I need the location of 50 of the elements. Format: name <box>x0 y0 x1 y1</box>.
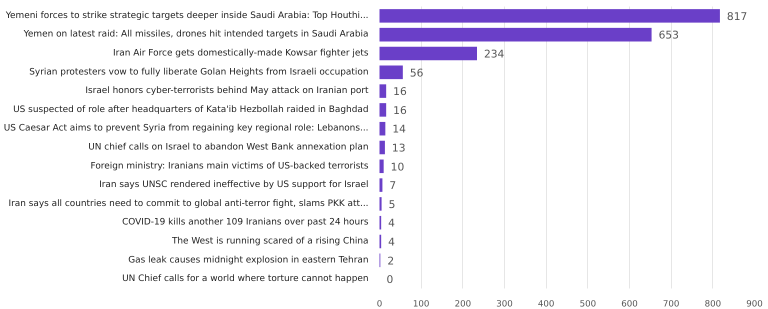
bar <box>380 103 386 117</box>
y-tick-label: Iran says all countries need to commit to global anti-terror fight, slams PKK att... <box>8 198 368 209</box>
y-tick-label: COVID-19 kills another 109 Iranians over past 24 hours <box>122 218 369 228</box>
data-label: 56 <box>410 66 424 80</box>
y-tick-label: Yemen on latest raid: All missiles, drones hit intended targets in Saudi Arabia <box>22 30 369 40</box>
x-tick-label: 500 <box>580 300 596 309</box>
data-label: 14 <box>392 122 406 136</box>
y-tick-label: Syrian protesters vow to fully liberate Golan Heights from Israeli occupation <box>29 67 369 78</box>
data-label: 817 <box>726 10 748 23</box>
bar <box>380 140 385 154</box>
bar <box>380 178 382 192</box>
data-label: 653 <box>658 28 679 42</box>
data-label: 2 <box>387 254 394 268</box>
data-label: 4 <box>388 216 396 230</box>
x-tick-label: 300 <box>496 300 513 309</box>
x-tick-label: 600 <box>621 300 638 309</box>
data-label: 13 <box>392 142 406 154</box>
x-tick-label: 100 <box>412 300 430 309</box>
data-label: 16 <box>393 104 407 117</box>
bar <box>380 9 720 23</box>
y-tick-label: Israel honors cyber-terrorists behind May attack on Iranian port <box>85 86 369 96</box>
x-tick-label: 900 <box>746 300 763 309</box>
x-tick-label: 400 <box>538 300 554 309</box>
data-label: 16 <box>393 85 407 98</box>
x-tick-label: 800 <box>704 300 722 309</box>
y-tick-label: Yemeni forces to strike strategic targets deeper inside Saudi Arabia: Top Houthi... <box>4 10 369 21</box>
y-tick-label: Foreign ministry: Iranians main victims of US-backed terrorists <box>90 161 369 172</box>
bar <box>380 122 386 136</box>
x-tick-label: 700 <box>662 300 680 309</box>
data-label: 5 <box>388 198 396 211</box>
y-tick-label: Gas leak causes midnight explosion in eastern Tehran <box>128 255 369 266</box>
y-tick-label: UN chief calls on Israel to abandon West Bank annexation plan <box>88 142 369 152</box>
data-label: 4 <box>388 236 396 248</box>
bar <box>380 28 652 42</box>
y-tick-label: The West is running scared of a rising China <box>170 236 369 246</box>
y-tick-label: Iran says UNSC rendered ineffective by US support for Israel <box>99 180 369 190</box>
bar <box>380 46 477 60</box>
data-label: 7 <box>389 179 396 192</box>
y-tick-label: US suspected of role after headquarters of Kata'ib Hezbollah raided in Baghdad <box>13 104 369 115</box>
y-tick-label: Iran Air Force gets domestically-made Kowsar fighter jets <box>112 48 369 58</box>
bar <box>380 160 384 174</box>
bar <box>380 84 386 98</box>
y-tick-label: US Caesar Act aims to prevent Syria from regaining key regional role: Lebanons... <box>4 124 369 134</box>
bar <box>380 66 403 80</box>
x-tick-label: 0 <box>376 300 382 309</box>
x-tick-label: 200 <box>454 300 472 309</box>
data-label: 234 <box>484 48 505 60</box>
y-tick-label: UN Chief calls for a world where torture cannot happen <box>122 274 369 284</box>
data-label: 0 <box>386 273 394 286</box>
data-label: 10 <box>390 160 404 174</box>
